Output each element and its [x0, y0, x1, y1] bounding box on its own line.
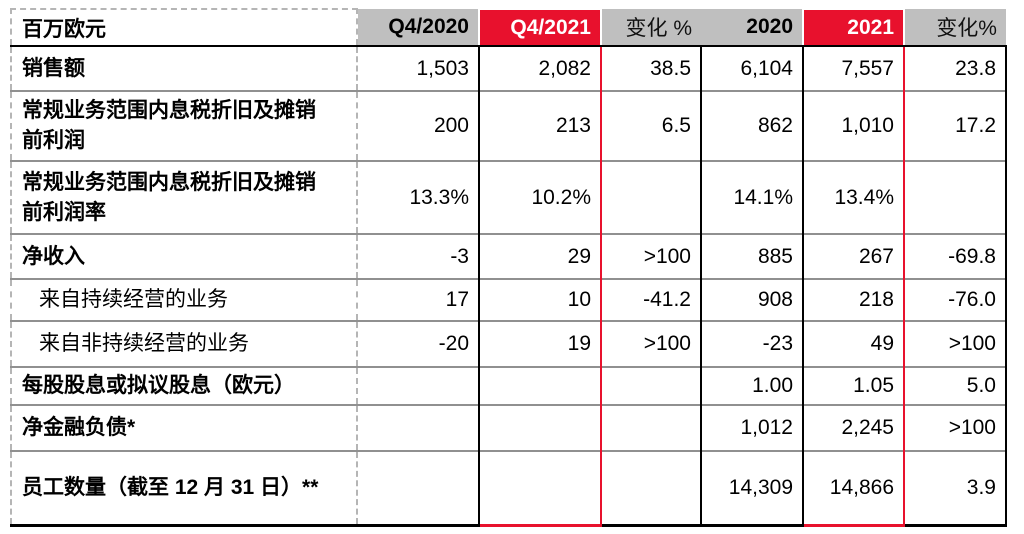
cell-q4-2021: 10: [479, 278, 602, 321]
results-table: 百万欧元 Q4/2020 Q4/2021 变化 % 2020 2021 变化% …: [10, 8, 1007, 527]
financial-results-table-region: 百万欧元 Q4/2020 Q4/2021 变化 % 2020 2021 变化% …: [10, 8, 1007, 527]
cell-fy-2021: 1,010: [803, 90, 905, 161]
cell-fy-2021: 1.05: [803, 366, 905, 405]
cell-fy-2021: 218: [803, 278, 905, 321]
row-label: 净金融负债*: [10, 404, 358, 451]
row-label: 净收入: [10, 233, 358, 279]
cell-fy-2021: 49: [803, 320, 905, 367]
cell-fy-2021: 267: [803, 233, 905, 279]
cell-change-q4: 38.5: [601, 45, 702, 91]
cell-fy-2021: 7,557: [803, 45, 905, 91]
cell-change-fy: >100: [904, 320, 1007, 367]
row-label: 常规业务范围内息税折旧及摊销前利润: [10, 90, 358, 161]
cell-change-q4: 6.5: [601, 90, 702, 161]
row-label: 常规业务范围内息税折旧及摊销前利润率: [10, 160, 358, 234]
table-row: 常规业务范围内息税折旧及摊销前利润 200 213 6.5 862 1,010 17.2: [10, 90, 1007, 161]
cell-fy-2020: 14.1%: [701, 160, 804, 234]
cell-q4-2021: 2,082: [479, 45, 602, 91]
table-row: 净收入 -3 29 >100 885 267 -69.8: [10, 233, 1007, 279]
row-label: 销售额: [10, 45, 358, 91]
cell-fy-2020: 885: [701, 233, 804, 279]
cell-q4-2021: 19: [479, 320, 602, 367]
cell-change-q4: >100: [601, 233, 702, 279]
row-label: 员工数量（截至 12 月 31 日）**: [10, 450, 358, 527]
cell-q4-2020: -3: [357, 233, 480, 279]
cell-change-q4: -41.2: [601, 278, 702, 321]
cell-change-q4: [601, 366, 702, 405]
cell-q4-2020: 17: [357, 278, 480, 321]
cell-change-fy: [904, 160, 1007, 234]
cell-change-fy: 17.2: [904, 90, 1007, 161]
column-header-change-q4: 变化 %: [601, 9, 701, 47]
cell-q4-2021: 10.2%: [479, 160, 602, 234]
column-header-2020: 2020: [701, 9, 803, 47]
cell-fy-2021: 14,866: [803, 450, 905, 527]
cell-change-fy: 23.8: [904, 45, 1007, 91]
cell-q4-2020: -20: [357, 320, 480, 367]
table-row: 每股股息或拟议股息（欧元） 1.00 1.05 5.0: [10, 366, 1007, 405]
cell-change-fy: 3.9: [904, 450, 1007, 527]
cell-fy-2021: 13.4%: [803, 160, 905, 234]
cell-change-fy: >100: [904, 404, 1007, 451]
column-header-2021: 2021: [802, 8, 905, 47]
cell-fy-2020: 1,012: [701, 404, 804, 451]
table-body: 销售额 1,503 2,082 38.5 6,104 7,557 23.8 常规业务范围内息税…: [10, 45, 1007, 527]
cell-q4-2020: 200: [357, 90, 480, 161]
cell-change-q4: [601, 404, 702, 451]
cell-fy-2020: 14,309: [701, 450, 804, 527]
row-label: 来自持续经营的业务: [10, 278, 358, 321]
cell-q4-2020: 13.3%: [357, 160, 480, 234]
cell-q4-2020: 1,503: [357, 45, 480, 91]
table-row: 销售额 1,503 2,082 38.5 6,104 7,557 23.8: [10, 45, 1007, 91]
header-row: 百万欧元 Q4/2020 Q4/2021 变化 % 2020 2021 变化%: [10, 8, 1006, 47]
column-header-change-year: 变化%: [904, 9, 1006, 47]
cell-change-fy: -69.8: [904, 233, 1007, 279]
column-header-q4-2020: Q4/2020: [357, 9, 479, 47]
cell-fy-2020: 908: [701, 278, 804, 321]
cell-change-q4: [601, 160, 702, 234]
table-row: 员工数量（截至 12 月 31 日）** 14,309 14,866 3.9: [10, 450, 1007, 527]
column-header-unit: 百万欧元: [10, 8, 358, 47]
cell-q4-2020: [357, 366, 480, 405]
cell-fy-2020: 1.00: [701, 366, 804, 405]
cell-fy-2020: 6,104: [701, 45, 804, 91]
row-label: 来自非持续经营的业务: [10, 320, 358, 367]
cell-fy-2020: -23: [701, 320, 804, 367]
cell-q4-2021: 213: [479, 90, 602, 161]
cell-fy-2021: 2,245: [803, 404, 905, 451]
cell-q4-2021: 29: [479, 233, 602, 279]
cell-fy-2020: 862: [701, 90, 804, 161]
cell-change-q4: >100: [601, 320, 702, 367]
cell-q4-2021: [479, 404, 602, 451]
cell-q4-2021: [479, 450, 602, 527]
cell-q4-2020: [357, 450, 480, 527]
cell-q4-2021: [479, 366, 602, 405]
table-row: 常规业务范围内息税折旧及摊销前利润率 13.3% 10.2% 14.1% 13.4%: [10, 160, 1007, 234]
cell-change-fy: -76.0: [904, 278, 1007, 321]
table-row: 净金融负债* 1,012 2,245 >100: [10, 404, 1007, 451]
cell-change-q4: [601, 450, 702, 527]
column-header-q4-2021: Q4/2021: [478, 8, 602, 47]
cell-change-fy: 5.0: [904, 366, 1007, 405]
table-row: 来自非持续经营的业务 -20 19 >100 -23 49 >100: [10, 320, 1007, 367]
table-row: 来自持续经营的业务 17 10 -41.2 908 218 -76.0: [10, 278, 1007, 321]
row-label: 每股股息或拟议股息（欧元）: [10, 366, 358, 405]
cell-q4-2020: [357, 404, 480, 451]
